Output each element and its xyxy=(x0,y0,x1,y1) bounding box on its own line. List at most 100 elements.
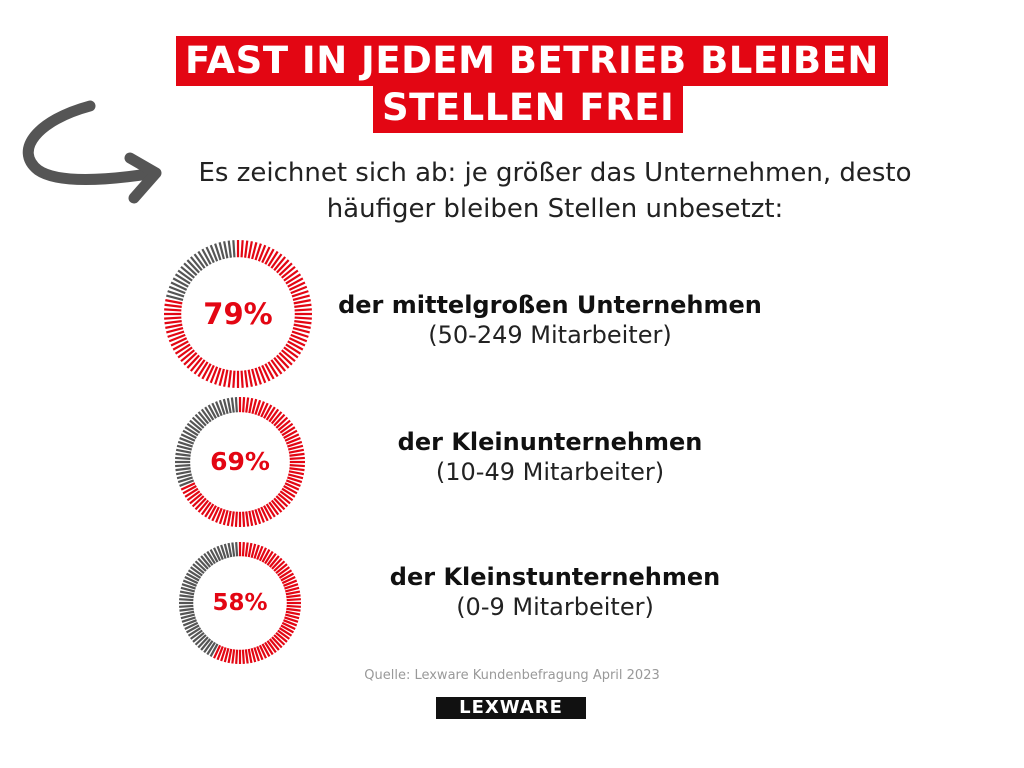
ring-segment-filled xyxy=(280,572,294,582)
ring-segment-remainder xyxy=(184,426,199,437)
donut-ring-svg xyxy=(179,542,301,664)
ring-segment-filled xyxy=(251,368,258,386)
ring-segment-remainder xyxy=(177,476,193,484)
ring-segment-remainder xyxy=(203,553,214,566)
ring-segment-filled xyxy=(244,370,249,388)
ring-segment-remainder xyxy=(176,444,193,451)
ring-segment-remainder xyxy=(182,429,197,439)
ring-segment-filled xyxy=(218,509,226,525)
ring-segment-filled xyxy=(281,487,296,498)
ring-segment-remainder xyxy=(205,246,215,264)
ring-segment-filled xyxy=(230,511,235,527)
ring-segment-remainder xyxy=(216,545,224,560)
ring-segment-filled xyxy=(271,636,283,649)
ring-segment-filled xyxy=(241,649,245,664)
ring-segment-filled xyxy=(264,550,274,565)
ring-segment-filled xyxy=(286,604,301,608)
ring-segment-remainder xyxy=(182,619,197,627)
ring-segment-filled xyxy=(257,244,267,262)
ring-segment-filled xyxy=(275,495,289,508)
ring-segment-filled xyxy=(288,448,305,454)
ring-segment-filled xyxy=(268,638,280,651)
ring-segment-filled xyxy=(165,323,183,329)
ring-segment-filled xyxy=(287,340,304,351)
ring-segment-filled xyxy=(242,511,246,527)
ring-segment-filled xyxy=(283,269,299,282)
ring-segment-remainder xyxy=(231,542,236,557)
ring-segment-filled xyxy=(273,634,286,646)
ring-segment-filled xyxy=(290,285,308,295)
ring-segment-filled xyxy=(254,367,262,385)
ring-segment-filled xyxy=(174,343,191,355)
ring-segment-filled xyxy=(245,511,250,527)
ring-segment-filled xyxy=(254,399,262,415)
ring-segment-remainder xyxy=(223,241,229,259)
ring-segment-filled xyxy=(258,644,267,659)
ring-segment-filled xyxy=(287,444,304,451)
ring-segment-filled xyxy=(261,643,271,657)
donut-ring-mittelgross: 79% xyxy=(163,239,313,389)
ring-segment-filled xyxy=(294,308,312,312)
ring-segment-filled xyxy=(287,440,303,448)
source-note: Quelle: Lexware Kundenbefragung April 20… xyxy=(364,668,660,683)
ring-segment-filled xyxy=(268,555,280,568)
ring-segment-filled xyxy=(284,613,300,620)
ring-segment-remainder xyxy=(179,590,195,596)
ring-segment-filled xyxy=(293,299,311,305)
ring-segment-filled xyxy=(281,426,296,437)
category-detail: (50-249 Mitarbeiter) xyxy=(428,321,672,349)
ring-segment-filled xyxy=(267,250,279,267)
ring-segment-filled xyxy=(284,482,300,491)
category-name: der Kleinunternehmen xyxy=(397,428,703,456)
ring-segment-filled xyxy=(164,316,182,320)
ring-segment-remainder xyxy=(181,616,196,623)
ring-segment-remainder xyxy=(190,629,203,640)
ring-segment-remainder xyxy=(177,440,193,448)
subtitle-line-2: häufiger bleiben Stellen unbesetzt: xyxy=(326,194,784,224)
ring-percent-label: 69% xyxy=(210,447,270,476)
ring-segment-filled xyxy=(285,273,302,285)
ring-segment-filled xyxy=(164,303,182,308)
ring-segment-filled xyxy=(294,320,312,325)
ring-segment-remainder xyxy=(184,576,199,585)
ring-segment-remainder xyxy=(180,433,196,442)
ring-segment-filled xyxy=(250,647,257,663)
ring-segment-remainder xyxy=(227,240,232,258)
ring-segment-remainder xyxy=(179,479,195,487)
ring-segment-remainder xyxy=(227,542,233,558)
ring-segment-filled xyxy=(291,290,309,298)
ring-segment-filled xyxy=(197,361,209,378)
ring-segment-filled xyxy=(260,506,269,522)
ring-segment-remainder xyxy=(214,243,222,261)
ring-segment-remainder xyxy=(175,456,191,460)
category-label-mittelgross: der mittelgroßen Unternehmen (50-249 Mit… xyxy=(330,290,770,350)
ring-segment-filled xyxy=(244,240,249,258)
ring-segment-remainder xyxy=(180,586,196,593)
ring-segment-filled xyxy=(223,647,230,663)
ring-segment-filled xyxy=(213,644,222,659)
ring-segment-filled xyxy=(281,349,296,363)
ring-segment-filled xyxy=(277,419,291,432)
subtitle: Es zeichnet sich ab: je größer das Unter… xyxy=(140,155,970,227)
ring-segment-filled xyxy=(234,511,238,527)
ring-segment-remainder xyxy=(190,566,203,577)
ring-segment-remainder xyxy=(177,269,193,282)
ring-segment-remainder xyxy=(192,563,205,575)
ring-segment-remainder xyxy=(218,399,226,415)
ring-segment-filled xyxy=(258,547,267,562)
ring-segment-filled xyxy=(186,354,200,369)
ring-segment-filled xyxy=(244,649,249,664)
ring-segment-remainder xyxy=(232,240,236,258)
title-line-1: FAST IN JEDEM BETRIEB BLEIBEN xyxy=(176,36,888,86)
ring-segment-remainder xyxy=(193,253,206,269)
ring-segment-filled xyxy=(283,346,299,359)
ring-segment-remainder xyxy=(182,579,197,587)
ring-segment-filled xyxy=(285,437,301,445)
ring-segment-filled xyxy=(294,316,312,320)
ring-segment-filled xyxy=(279,490,294,502)
ring-segment-filled xyxy=(216,646,224,661)
ring-segment-filled xyxy=(261,246,271,264)
category-detail: (10-49 Mitarbeiter) xyxy=(435,458,665,486)
ring-segment-remainder xyxy=(209,643,219,657)
ring-segment-filled xyxy=(205,364,215,382)
